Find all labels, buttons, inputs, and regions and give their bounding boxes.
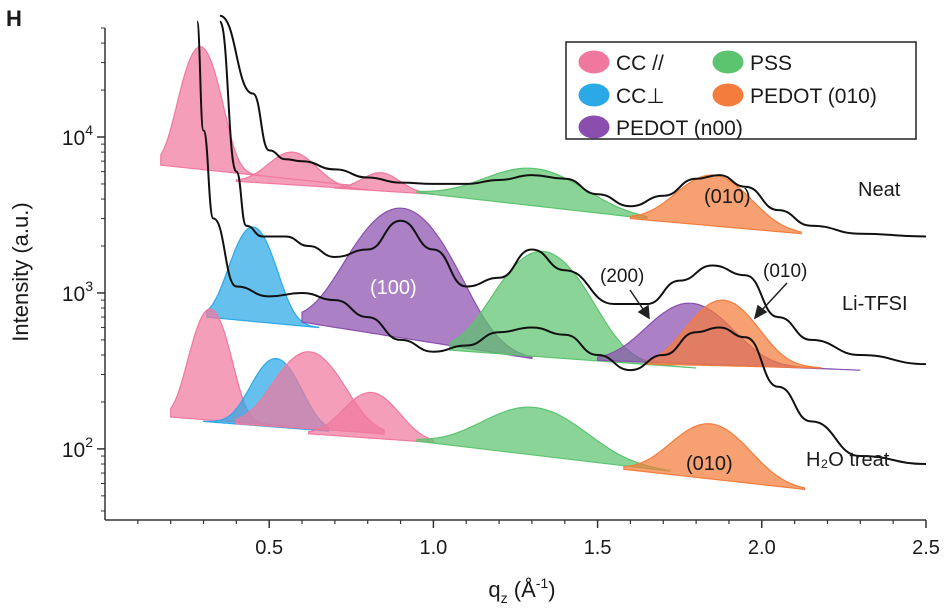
x-tick-label-1: 1.0 [419,537,447,559]
y-tick-base: 10 [62,439,85,462]
legend-label-pedot-n00: PEDOT (n00) [616,117,743,140]
y-tick-label-2: 104 [62,122,93,150]
legend-label-pedot-010: PEDOT (010) [750,85,877,108]
legend-label-pss: PSS [750,52,792,75]
peak-neat-pedot-010-4 [629,174,802,235]
arrow-200-head [637,304,650,320]
measured-curve-li-tfsi [218,20,927,366]
y-axis-label: Intensity (a.u.) [8,202,33,341]
legend: CC // PSS CC⊥ PEDOT (010) PEDOT (n00) [565,41,917,140]
legend-label-cc: CC⊥ [616,85,665,108]
y-tick-label-1: 103 [62,278,93,306]
x-tick-label-0: 0.5 [255,537,283,559]
arrow-200-line [629,289,646,313]
y-tick-exponent: 4 [85,122,93,138]
legend-swatch-cc [578,50,610,74]
sample-label-neat: Neat [858,179,901,201]
legend-label-cc: CC // [616,52,664,75]
x-axis-label-unit-close: ) [548,577,555,602]
measured-curves [196,14,927,465]
y-tick-exponent: 2 [85,434,93,450]
peak-h-o-treat-pedot-010-5 [623,423,806,491]
arrow-010-line [761,282,788,311]
y-tick-exponent: 3 [85,278,93,294]
y-tick-base: 10 [62,283,85,306]
annotation-arrows [629,282,788,320]
legend-swatch-cc [578,83,610,107]
peak-li-tfsi-pss-2 [449,250,697,369]
x-axis-label-unit: (Å [508,577,536,602]
legend-swatch-pedot-010 [712,83,744,107]
peak-neat-cc-0 [160,46,352,186]
peak-neat-cc-1 [235,151,369,191]
annotation-neat-010: (010) [704,186,751,208]
x-axis-label-superscript: -1 [536,575,549,591]
x-axis-label-subscript: z [501,590,508,606]
x-axis-label: qz (Å-1) [488,575,555,606]
peak-h-o-treat-pss-4 [416,406,671,472]
panel-label: H [6,6,22,31]
measured-curve-h-o-treat [196,20,927,465]
legend-swatch-pss [712,50,744,74]
arrow-010-head [753,304,768,320]
axes [104,28,926,521]
x-ticks: 0.5 1.0 1.5 2.0 2.5 [137,520,940,559]
peak-li-tfsi-cc-0 [206,226,320,329]
x-tick-label-4: 2.5 [912,537,940,559]
annotation-h2o-010: (010) [686,453,733,475]
sample-label-li-tfsi: Li-TFSI [842,293,908,315]
sample-label-h2o-treat: H₂O treat [806,449,890,471]
legend-swatch-pedot-n00 [578,115,610,139]
annotation-li-tfsi-100: (100) [370,277,417,299]
x-tick-label-3: 2.0 [748,537,776,559]
annotation-li-tfsi-010: (010) [763,261,807,282]
annotation-li-tfsi-200: (200) [600,266,644,287]
y-tick-label-0: 102 [62,434,93,462]
x-axis-label-q: q [488,577,500,602]
measured-curve-neat [219,14,927,238]
x-tick-label-2: 1.5 [584,537,612,559]
y-tick-base: 10 [62,127,85,150]
